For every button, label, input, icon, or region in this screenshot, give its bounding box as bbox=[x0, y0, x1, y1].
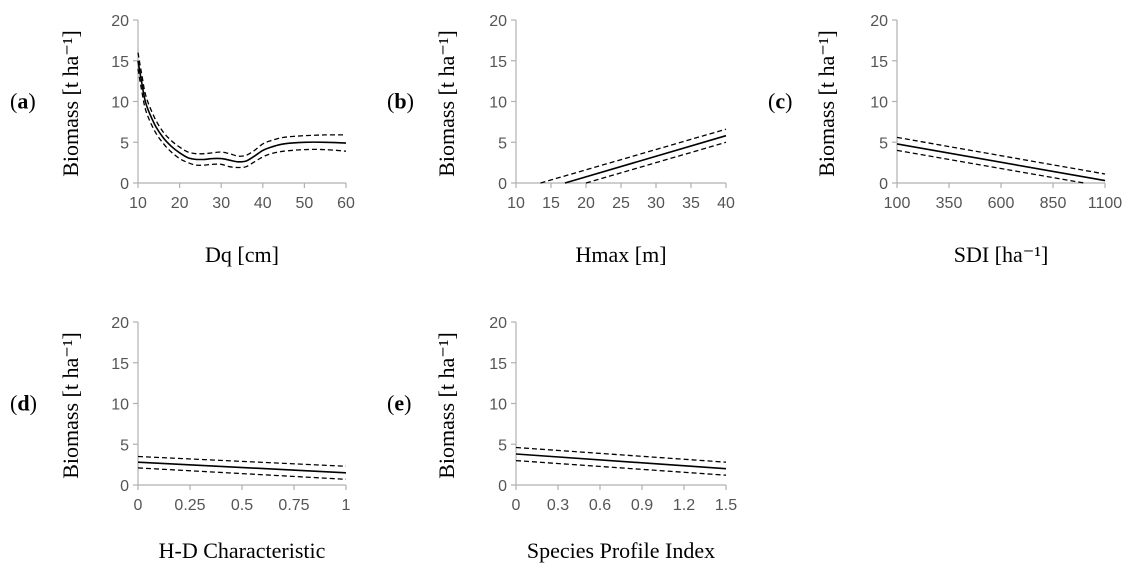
x-tick-label: 20 bbox=[171, 195, 189, 212]
y-tick-label: 15 bbox=[870, 54, 888, 71]
x-tick-label: 0.3 bbox=[547, 497, 569, 514]
y-tick-label: 0 bbox=[879, 176, 888, 193]
y-axis-label: Biomass [t ha⁻¹] bbox=[58, 30, 83, 177]
x-tick-label: 0.5 bbox=[231, 497, 253, 514]
y-tick-label: 15 bbox=[489, 356, 507, 373]
x-axis-label: Hmax [m] bbox=[575, 242, 666, 267]
x-tick-label: 15 bbox=[542, 195, 560, 212]
y-tick-label: 15 bbox=[111, 356, 129, 373]
confidence-band-line bbox=[137, 467, 347, 480]
y-tick-label: 10 bbox=[489, 95, 507, 112]
x-tick-label: 10 bbox=[129, 195, 147, 212]
y-tick-label: 10 bbox=[870, 95, 888, 112]
x-tick-label: 850 bbox=[1040, 195, 1067, 212]
y-tick-label: 15 bbox=[489, 54, 507, 71]
panel-label: (c) bbox=[768, 89, 792, 114]
x-axis-label: Dq [cm] bbox=[205, 242, 279, 267]
x-tick-label: 25 bbox=[612, 195, 630, 212]
x-tick-label: 40 bbox=[717, 195, 735, 212]
x-tick-label: 40 bbox=[254, 195, 272, 212]
panel-d: (d) Biomass [t ha⁻¹] H-D Characteristic 0 5 1… bbox=[10, 315, 351, 563]
panel-c: (c) Biomass [t ha⁻¹] SDI [ha⁻¹] 0 5 10 15 20 100… bbox=[768, 13, 1122, 267]
y-tick-label: 0 bbox=[498, 478, 507, 495]
panel-b: (b) Biomass [t ha⁻¹] Hmax [m] 0 5 10 15 20 10 15 2… bbox=[387, 13, 735, 267]
confidence-band-line bbox=[585, 141, 727, 184]
confidence-band-line bbox=[515, 459, 727, 476]
x-tick-label: 1.2 bbox=[673, 497, 695, 514]
x-tick-label: 1 bbox=[342, 497, 351, 514]
y-tick-label: 20 bbox=[111, 13, 129, 30]
y-tick-label: 5 bbox=[498, 135, 507, 152]
y-axis-label: Biomass [t ha⁻¹] bbox=[434, 332, 459, 479]
x-tick-label: 350 bbox=[936, 195, 963, 212]
y-axis-label: Biomass [t ha⁻¹] bbox=[814, 30, 839, 177]
x-tick-label: 0.25 bbox=[174, 497, 205, 514]
confidence-band-line bbox=[137, 52, 347, 157]
x-tick-label: 1.5 bbox=[715, 497, 737, 514]
panel-label: (d) bbox=[10, 391, 37, 416]
x-tick-label: 600 bbox=[988, 195, 1015, 212]
x-tick-label: 100 bbox=[884, 195, 911, 212]
panel-e: (e) Biomass [t ha⁻¹] Species Profile Index… bbox=[387, 315, 737, 563]
y-tick-label: 0 bbox=[120, 478, 129, 495]
x-axis-label: SDI [ha⁻¹] bbox=[954, 242, 1049, 267]
confidence-band-line bbox=[896, 136, 1106, 175]
confidence-band-line bbox=[540, 128, 727, 184]
confidence-band-line bbox=[515, 446, 727, 463]
x-tick-label: 30 bbox=[212, 195, 230, 212]
y-tick-label: 0 bbox=[120, 176, 129, 193]
y-tick-label: 5 bbox=[120, 135, 129, 152]
y-tick-label: 10 bbox=[111, 397, 129, 414]
x-tick-label: 35 bbox=[682, 195, 700, 212]
panel-a: (a) Biomass [t ha⁻¹] Dq [cm] 0 5 10 15 20 10 20 30… bbox=[10, 13, 355, 267]
panel-label: (a) bbox=[10, 89, 36, 114]
y-tick-label: 10 bbox=[489, 397, 507, 414]
prediction-line bbox=[896, 143, 1106, 182]
prediction-line bbox=[515, 453, 727, 470]
x-tick-label: 20 bbox=[577, 195, 595, 212]
panel-label: (e) bbox=[387, 391, 411, 416]
prediction-line bbox=[137, 60, 347, 163]
y-tick-label: 20 bbox=[489, 13, 507, 30]
x-tick-label: 0.75 bbox=[278, 497, 309, 514]
x-tick-label: 1100 bbox=[1088, 195, 1123, 212]
x-tick-label: 60 bbox=[337, 195, 355, 212]
confidence-band-line bbox=[896, 149, 1085, 184]
x-tick-label: 0.9 bbox=[631, 497, 653, 514]
y-tick-label: 20 bbox=[111, 315, 129, 332]
y-axis-label: Biomass [t ha⁻¹] bbox=[434, 30, 459, 177]
y-tick-label: 15 bbox=[111, 54, 129, 71]
y-tick-label: 5 bbox=[120, 437, 129, 454]
x-tick-label: 50 bbox=[296, 195, 314, 212]
x-axis-label: Species Profile Index bbox=[527, 538, 715, 563]
prediction-line bbox=[137, 461, 347, 474]
x-tick-label: 0.6 bbox=[589, 497, 611, 514]
confidence-band-line bbox=[137, 68, 347, 169]
x-tick-label: 0 bbox=[134, 497, 143, 514]
x-tick-label: 30 bbox=[647, 195, 665, 212]
prediction-line bbox=[564, 134, 727, 184]
confidence-band-line bbox=[137, 455, 347, 467]
y-tick-label: 10 bbox=[111, 95, 129, 112]
y-axis-label: Biomass [t ha⁻¹] bbox=[58, 332, 83, 479]
y-tick-label: 20 bbox=[870, 13, 888, 30]
x-tick-label: 0 bbox=[512, 497, 521, 514]
x-axis-label: H-D Characteristic bbox=[159, 538, 326, 563]
y-tick-label: 5 bbox=[879, 135, 888, 152]
y-tick-label: 0 bbox=[498, 176, 507, 193]
x-tick-label: 10 bbox=[507, 195, 525, 212]
y-tick-label: 20 bbox=[489, 315, 507, 332]
y-tick-label: 5 bbox=[498, 437, 507, 454]
panel-label: (b) bbox=[387, 89, 414, 114]
